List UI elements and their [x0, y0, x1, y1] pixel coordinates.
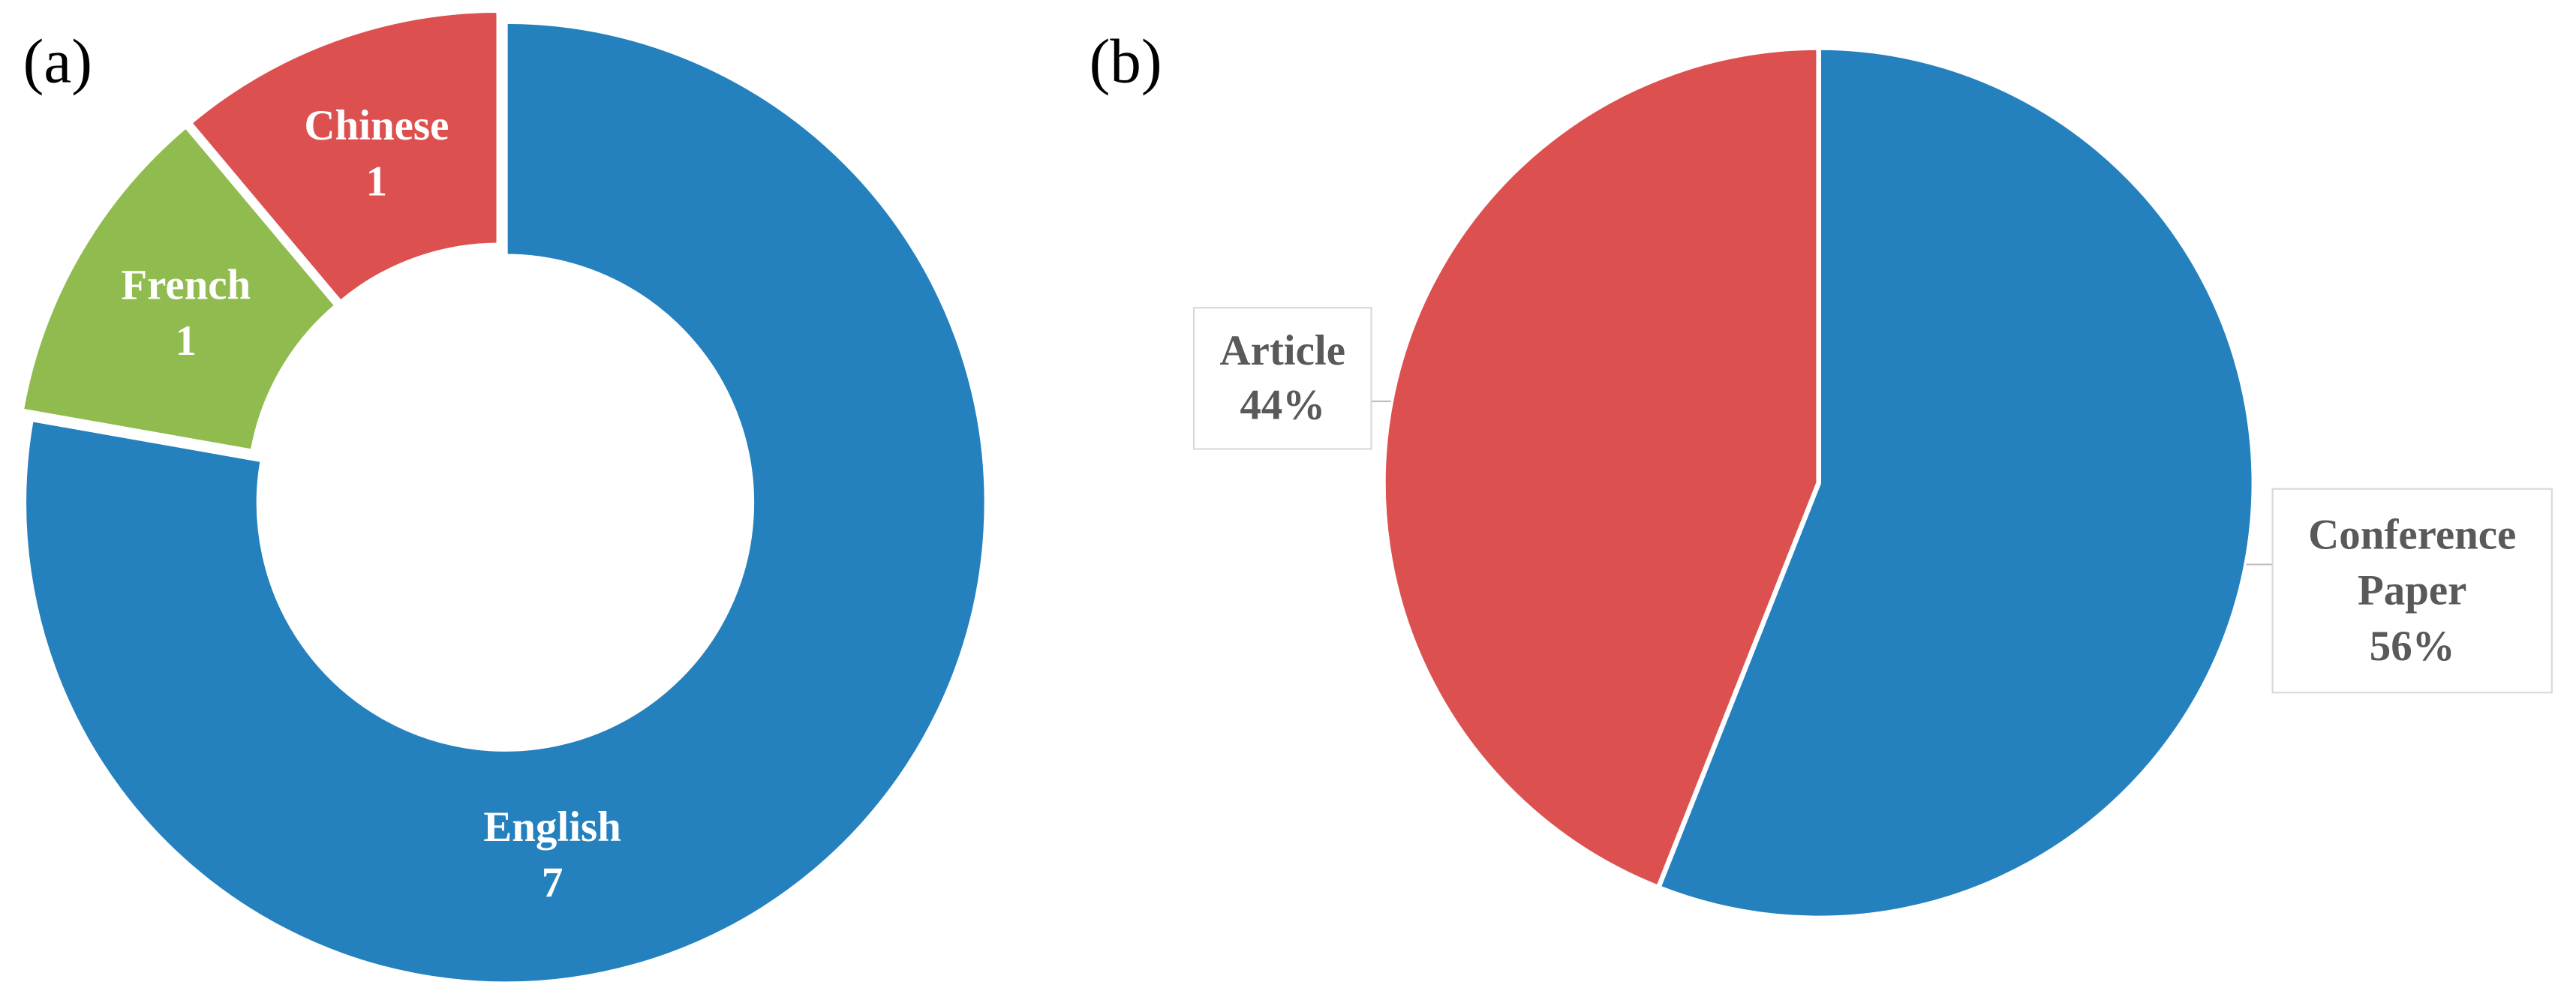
donut-slice — [185, 8, 502, 307]
donut-slice — [21, 19, 990, 986]
value-label: 56% — [2369, 621, 2455, 670]
label-box: English 7 — [421, 800, 684, 911]
category-label: French — [121, 261, 251, 310]
label-frame — [1192, 307, 1372, 450]
donut-slice — [18, 122, 341, 455]
panel-label: (a) — [23, 26, 92, 95]
pie-slice — [1381, 45, 1821, 891]
label-box: French 1 — [55, 258, 317, 369]
data-label: English 7 — [421, 800, 684, 911]
data-label: Conference Paper 56% — [2273, 489, 2552, 692]
label-box: Article 44% — [1194, 308, 1371, 449]
panel-label: (b) — [1090, 26, 1162, 95]
label-box: Chinese 1 — [245, 98, 508, 209]
value-label: 7 — [541, 859, 564, 907]
label-frame — [2271, 488, 2553, 694]
value-label: 1 — [365, 157, 388, 205]
category-label: Conference Paper — [2308, 510, 2517, 614]
category-label: Chinese — [304, 101, 449, 149]
category-label: English — [483, 803, 621, 851]
value-label: 1 — [175, 317, 197, 365]
data-label: French 1 — [55, 258, 317, 369]
value-label: 44% — [1240, 381, 1326, 430]
data-label: Article 44% — [1194, 308, 1371, 449]
data-label: Chinese 1 — [245, 98, 508, 209]
label-box: Conference Paper 56% — [2273, 489, 2552, 692]
category-label: Article — [1219, 326, 1345, 374]
